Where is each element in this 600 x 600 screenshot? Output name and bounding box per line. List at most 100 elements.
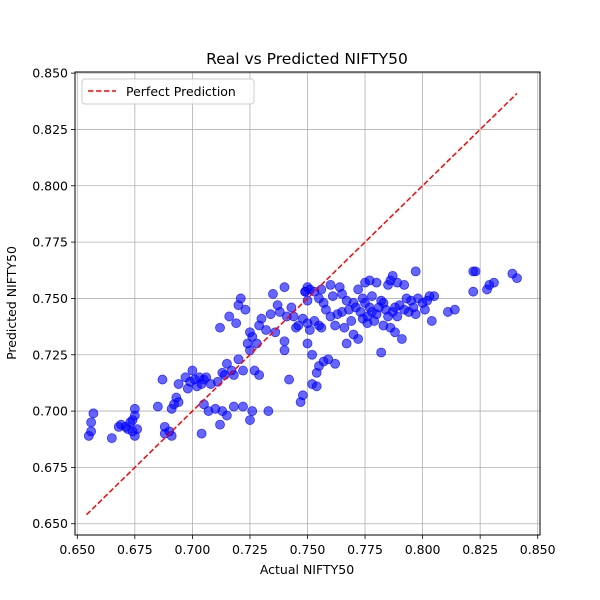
data-point: [270, 327, 281, 338]
data-point: [251, 338, 262, 349]
data-point: [390, 327, 400, 338]
data-point: [86, 417, 97, 428]
legend-box: [81, 78, 255, 105]
data-point: [367, 291, 377, 302]
data-point: [429, 291, 440, 302]
data-point: [396, 334, 407, 344]
data-point: [222, 410, 232, 421]
data-point: [88, 408, 99, 419]
perfect-prediction-line: [85, 92, 518, 516]
data-point: [224, 311, 235, 322]
y-tick-label: 0.700: [32, 404, 68, 419]
data-point: [263, 406, 274, 416]
x-tick-label: 0.800: [405, 542, 441, 557]
x-axis-ticks: 0.650 0.675 0.700 0.725 0.750 0.775 0.800 0.825…: [59, 535, 556, 557]
x-axis-label: Actual NIFTY50: [260, 562, 354, 577]
y-axis-ticks: 0.650 0.675 0.700 0.725 0.750 0.775 0.800 0.825…: [32, 66, 75, 531]
data-point: [173, 379, 184, 389]
data-point: [129, 403, 140, 414]
data-point: [265, 309, 276, 320]
data-point: [470, 266, 481, 277]
y-tick-label: 0.825: [32, 122, 68, 137]
data-point: [279, 336, 290, 347]
x-tick-label: 0.725: [232, 542, 268, 557]
data-point: [346, 316, 357, 326]
data-point: [212, 376, 223, 387]
data-point: [489, 277, 499, 288]
data-point: [297, 390, 308, 401]
y-tick-label: 0.725: [32, 347, 68, 362]
data-point: [238, 365, 248, 376]
data-point: [311, 381, 322, 392]
data-point: [288, 311, 299, 322]
data-point: [512, 273, 522, 284]
legend-label: Perfect Prediction: [126, 84, 236, 99]
data-point: [468, 286, 479, 297]
y-tick-label: 0.850: [32, 66, 68, 81]
data-point: [231, 318, 242, 329]
data-point: [339, 322, 350, 333]
x-tick-label: 0.675: [117, 542, 153, 557]
data-point: [286, 302, 297, 313]
y-tick-label: 0.675: [32, 460, 68, 475]
data-point: [196, 428, 207, 439]
data-point: [268, 289, 278, 299]
data-point: [238, 401, 248, 412]
y-axis-label: Predicted NIFTY50: [4, 246, 19, 360]
y-tick-label: 0.650: [32, 516, 68, 531]
y-tick-label: 0.750: [32, 291, 68, 306]
data-point: [279, 282, 290, 293]
data-point: [302, 338, 313, 349]
data-point: [245, 345, 255, 356]
data-point: [321, 304, 331, 315]
data-point: [173, 397, 184, 407]
data-point: [316, 322, 327, 333]
data-point: [392, 311, 403, 322]
data-point: [330, 320, 341, 331]
data-point: [215, 419, 225, 430]
data-point: [376, 347, 387, 358]
data-point: [254, 370, 265, 380]
x-tick-label: 0.650: [59, 542, 95, 557]
data-point: [341, 338, 352, 349]
data-point: [353, 284, 364, 295]
data-point: [256, 313, 267, 324]
y-tick-label: 0.800: [32, 178, 68, 193]
chart-title: Real vs Predicted NIFTY50: [206, 50, 408, 68]
data-point: [353, 334, 364, 344]
x-tick-label: 0.775: [347, 542, 383, 557]
data-point: [420, 304, 430, 315]
x-tick-label: 0.750: [290, 542, 326, 557]
data-point: [166, 430, 177, 441]
data-point: [132, 424, 143, 435]
data-point: [245, 415, 255, 425]
data-point: [399, 280, 410, 290]
data-point: [152, 401, 163, 412]
data-point: [228, 370, 239, 380]
data-point: [215, 322, 225, 333]
data-point: [187, 365, 198, 376]
data-point: [325, 280, 336, 290]
data-point: [410, 266, 421, 277]
data-point: [274, 307, 285, 317]
data-point: [387, 271, 398, 281]
x-tick-label: 0.700: [175, 542, 211, 557]
data-point: [261, 325, 271, 335]
data-point: [228, 401, 239, 412]
data-point: [293, 320, 304, 331]
data-point: [307, 349, 318, 360]
data-point: [222, 358, 232, 369]
data-point: [201, 372, 212, 383]
x-tick-label: 0.850: [520, 542, 556, 557]
data-point: [410, 309, 421, 320]
data-point: [157, 374, 168, 385]
y-tick-label: 0.775: [32, 235, 68, 250]
data-point: [327, 291, 338, 302]
data-point: [106, 433, 117, 444]
perfect-prediction-line-path: [85, 92, 518, 516]
data-point: [235, 293, 246, 304]
data-point: [247, 406, 258, 416]
data-point: [284, 374, 294, 385]
data-point: [247, 331, 258, 342]
